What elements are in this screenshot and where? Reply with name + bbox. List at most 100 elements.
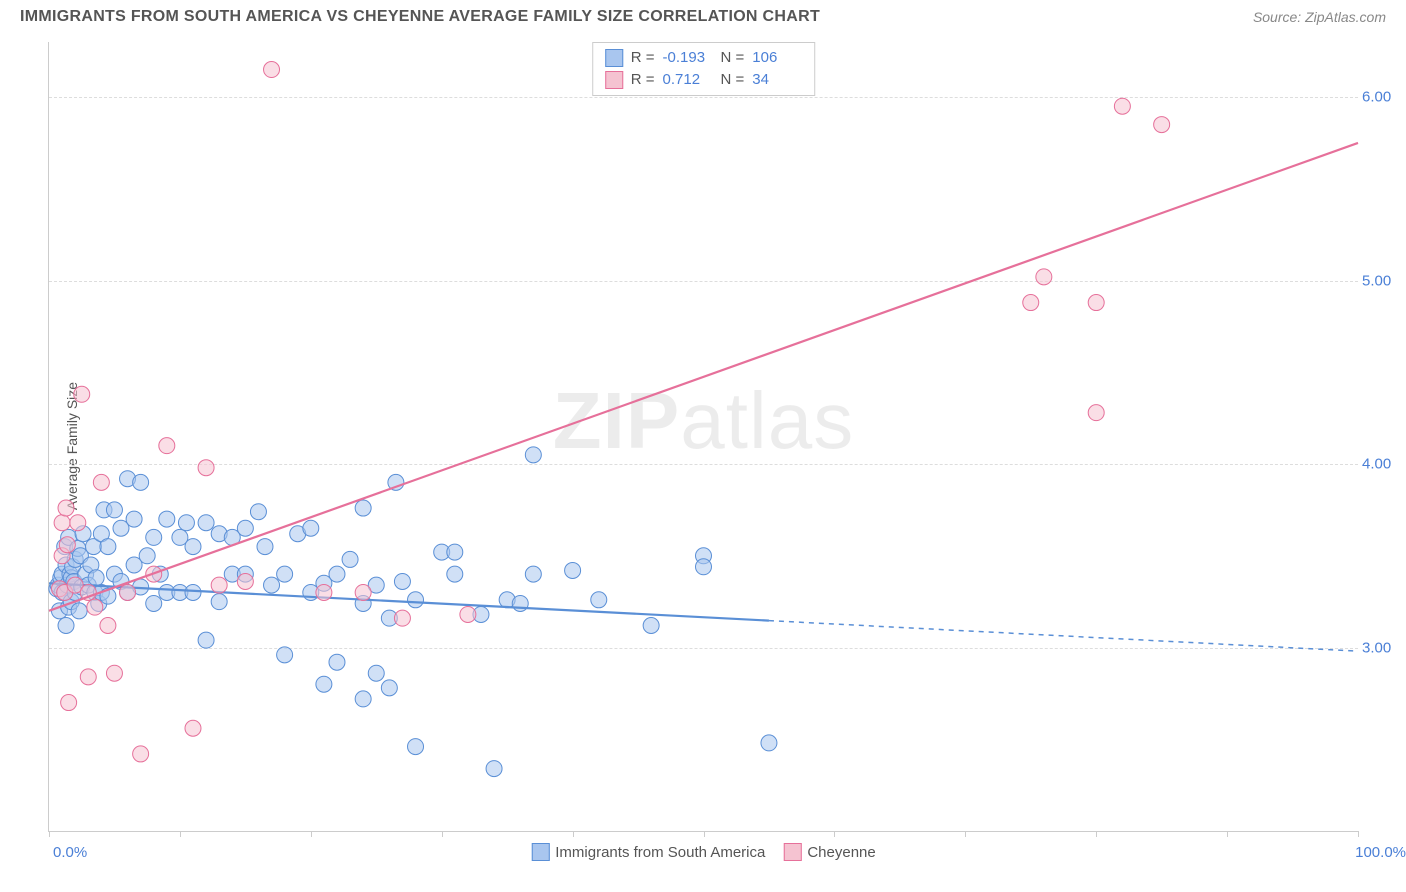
xtick <box>180 831 181 837</box>
data-point-immigrants <box>133 474 149 490</box>
data-point-immigrants <box>486 761 502 777</box>
data-point-immigrants <box>394 573 410 589</box>
data-point-cheyenne <box>211 577 227 593</box>
data-point-immigrants <box>185 584 201 600</box>
data-point-cheyenne <box>198 460 214 476</box>
data-point-cheyenne <box>106 665 122 681</box>
data-point-immigrants <box>198 632 214 648</box>
xtick <box>49 831 50 837</box>
data-point-immigrants <box>146 529 162 545</box>
swatch-cheyenne-bottom <box>783 843 801 861</box>
data-point-immigrants <box>408 739 424 755</box>
xtick <box>1227 831 1228 837</box>
data-point-cheyenne <box>87 599 103 615</box>
data-point-immigrants <box>408 592 424 608</box>
data-point-cheyenne <box>237 573 253 589</box>
swatch-immigrants <box>605 49 623 67</box>
xtick <box>573 831 574 837</box>
data-point-immigrants <box>178 515 194 531</box>
scatter-svg <box>49 42 1358 831</box>
data-point-immigrants <box>237 520 253 536</box>
data-point-immigrants <box>106 502 122 518</box>
data-point-immigrants <box>198 515 214 531</box>
ytick-label: 5.00 <box>1362 272 1406 289</box>
data-point-immigrants <box>277 647 293 663</box>
data-point-cheyenne <box>394 610 410 626</box>
data-point-immigrants <box>329 654 345 670</box>
data-point-cheyenne <box>460 606 476 622</box>
xtick <box>442 831 443 837</box>
data-point-immigrants <box>185 539 201 555</box>
data-point-immigrants <box>303 520 319 536</box>
data-point-immigrants <box>211 594 227 610</box>
data-point-cheyenne <box>1023 295 1039 311</box>
data-point-cheyenne <box>59 537 75 553</box>
data-point-cheyenne <box>185 720 201 736</box>
data-point-cheyenne <box>264 62 280 78</box>
ytick-label: 4.00 <box>1362 456 1406 473</box>
xtick <box>704 831 705 837</box>
data-point-cheyenne <box>1088 295 1104 311</box>
legend-item-immigrants: Immigrants from South America <box>531 843 765 861</box>
data-point-cheyenne <box>316 584 332 600</box>
data-point-immigrants <box>159 511 175 527</box>
xtick <box>965 831 966 837</box>
swatch-immigrants-bottom <box>531 843 549 861</box>
xtick <box>1096 831 1097 837</box>
legend-row-immigrants: R = -0.193 N = 106 <box>605 47 803 69</box>
data-point-cheyenne <box>58 500 74 516</box>
data-point-immigrants <box>525 447 541 463</box>
data-point-immigrants <box>329 566 345 582</box>
ytick-label: 3.00 <box>1362 639 1406 656</box>
data-point-immigrants <box>146 595 162 611</box>
xtick <box>834 831 835 837</box>
data-point-immigrants <box>88 570 104 586</box>
swatch-cheyenne <box>605 71 623 89</box>
data-point-immigrants <box>277 566 293 582</box>
correlation-legend: R = -0.193 N = 106 R = 0.712 N = 34 <box>592 42 816 96</box>
xtick <box>1358 831 1359 837</box>
data-point-immigrants <box>565 562 581 578</box>
data-point-immigrants <box>447 566 463 582</box>
data-point-immigrants <box>71 603 87 619</box>
data-point-cheyenne <box>70 515 86 531</box>
legend-row-cheyenne: R = 0.712 N = 34 <box>605 69 803 91</box>
data-point-cheyenne <box>74 386 90 402</box>
chart-header: IMMIGRANTS FROM SOUTH AMERICA VS CHEYENN… <box>0 0 1406 30</box>
xtick <box>311 831 312 837</box>
series-legend: Immigrants from South America Cheyenne <box>531 843 875 861</box>
data-point-immigrants <box>139 548 155 564</box>
data-point-immigrants <box>342 551 358 567</box>
xtick-label-right: 100.0% <box>1355 844 1406 861</box>
data-point-immigrants <box>447 544 463 560</box>
data-point-cheyenne <box>1036 269 1052 285</box>
chart-source: Source: ZipAtlas.com <box>1253 9 1386 25</box>
data-point-cheyenne <box>61 695 77 711</box>
data-point-immigrants <box>696 559 712 575</box>
data-point-cheyenne <box>159 438 175 454</box>
chart-title: IMMIGRANTS FROM SOUTH AMERICA VS CHEYENN… <box>20 8 820 26</box>
data-point-immigrants <box>761 735 777 751</box>
data-point-immigrants <box>126 511 142 527</box>
data-point-immigrants <box>525 566 541 582</box>
data-point-cheyenne <box>133 746 149 762</box>
ytick-label: 6.00 <box>1362 89 1406 106</box>
data-point-cheyenne <box>54 515 70 531</box>
data-point-immigrants <box>381 680 397 696</box>
trendline-ext-immigrants <box>769 621 1358 652</box>
xtick-label-left: 0.0% <box>53 844 87 861</box>
data-point-cheyenne <box>120 584 136 600</box>
data-point-cheyenne <box>1088 405 1104 421</box>
data-point-cheyenne <box>80 669 96 685</box>
data-point-immigrants <box>643 617 659 633</box>
data-point-immigrants <box>368 665 384 681</box>
data-point-immigrants <box>316 676 332 692</box>
data-point-immigrants <box>591 592 607 608</box>
plot-area: ZIPatlas R = -0.193 N = 106 R = 0.712 N … <box>48 42 1358 832</box>
legend-item-cheyenne: Cheyenne <box>783 843 875 861</box>
trendline-cheyenne <box>49 143 1358 611</box>
data-point-cheyenne <box>93 474 109 490</box>
data-point-immigrants <box>250 504 266 520</box>
data-point-immigrants <box>264 577 280 593</box>
data-point-immigrants <box>100 539 116 555</box>
